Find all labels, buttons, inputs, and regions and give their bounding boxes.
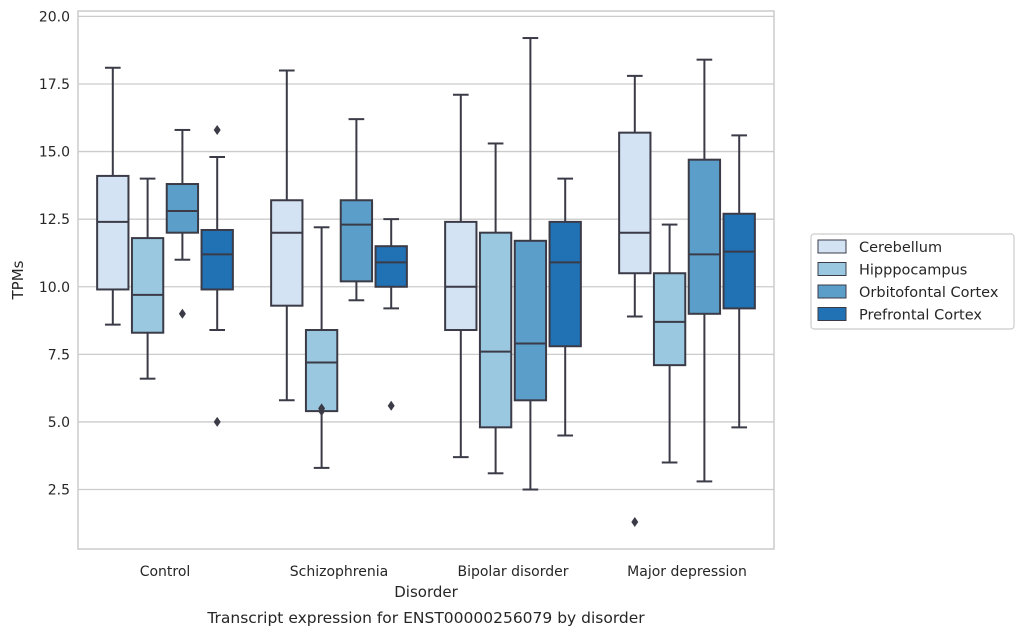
box-iqr [130, 237, 165, 334]
outlier-marker [178, 308, 186, 319]
x-tick-label: Control [140, 564, 191, 580]
chart-caption: Transcript expression for ENST0000025607… [206, 609, 645, 627]
legend-swatch [817, 284, 847, 299]
box-iqr [165, 183, 200, 234]
outlier-marker [631, 516, 639, 527]
y-axis-title: TPMs [9, 260, 27, 300]
x-axis-ticks: Control Schizophrenia Bipolar disorder Majo… [140, 564, 747, 580]
y-tick-label: 7.5 [48, 347, 70, 363]
legend-swatch [817, 239, 847, 254]
box-prefrontal-cortex [200, 124, 234, 427]
box-prefrontal-cortex [374, 218, 408, 411]
y-tick-label: 10.0 [39, 280, 70, 296]
x-tick-label: Bipolar disorder [457, 564, 568, 580]
box-prefrontal-cortex [548, 177, 582, 437]
legend-label: Cerebellum [859, 240, 942, 256]
box-orbitofontal-cortex [687, 58, 722, 483]
outlier-marker [213, 124, 221, 135]
legend-label: Prefrontal Cortex [859, 308, 982, 324]
outlier-marker [387, 400, 395, 411]
box-iqr [374, 245, 408, 288]
box-orbitofontal-cortex [339, 118, 374, 302]
box-hipppocampus [130, 177, 165, 380]
legend-label: Hipppocampus [859, 263, 967, 279]
box-cerebellum [618, 74, 652, 527]
box-iqr [444, 220, 478, 332]
y-tick-label: 5.0 [48, 415, 70, 431]
plot-area-frame [77, 10, 775, 550]
box-hipppocampus [478, 142, 513, 475]
legend: Cerebellum Hipppocampus Orbitofontal Corte… [810, 233, 1015, 330]
box-iqr [96, 174, 130, 291]
box-iqr [304, 329, 339, 413]
box-iqr [513, 239, 548, 402]
box-orbitofontal-cortex [165, 128, 200, 319]
outlier-marker [318, 403, 326, 414]
box-cerebellum [96, 66, 130, 326]
box-prefrontal-cortex [722, 134, 756, 429]
box-iqr [339, 199, 374, 283]
box-hipppocampus [652, 223, 687, 464]
x-axis-title: Disorder [394, 583, 458, 601]
y-axis-ticks: 2.5 5.0 7.5 10.0 12.5 15.0 17.5 20.0 [39, 9, 70, 498]
box-orbitofontal-cortex [513, 37, 548, 491]
box-iqr [687, 158, 722, 315]
legend-frame [810, 233, 1015, 330]
outlier-marker [213, 416, 221, 427]
y-gridlines [78, 15, 774, 491]
box-iqr [722, 212, 756, 310]
x-tick-label: Schizophrenia [290, 564, 388, 580]
y-tick-label: 2.5 [48, 483, 70, 499]
box-cerebellum [270, 69, 304, 402]
y-tick-label: 12.5 [39, 212, 70, 228]
x-tick-label: Major depression [627, 564, 747, 580]
y-tick-label: 15.0 [39, 145, 70, 161]
y-tick-label: 17.5 [39, 77, 70, 93]
legend-label: Orbitofontal Cortex [859, 285, 999, 301]
box-iqr [270, 199, 304, 307]
box-hipppocampus [304, 226, 339, 469]
y-tick-label: 20.0 [39, 9, 70, 25]
box-iqr [200, 228, 234, 291]
box-iqr [652, 272, 687, 367]
box-iqr [618, 131, 652, 275]
box-iqr [478, 231, 513, 429]
legend-swatch [817, 262, 847, 276]
legend-swatch [817, 307, 847, 321]
box-cerebellum [444, 93, 478, 459]
box-iqr [548, 220, 582, 348]
box-groups [96, 37, 756, 527]
